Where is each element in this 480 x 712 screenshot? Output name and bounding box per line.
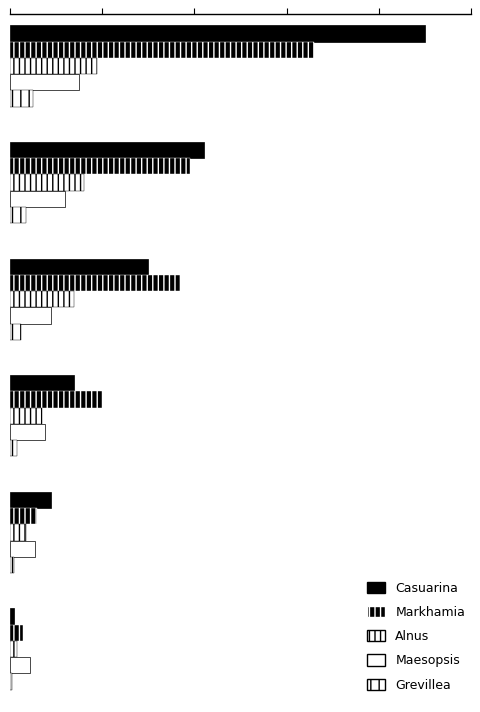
Bar bbox=[10, 557, 14, 573]
Bar bbox=[10, 492, 51, 508]
Bar bbox=[10, 275, 180, 291]
Bar bbox=[10, 174, 84, 191]
Bar bbox=[10, 258, 148, 275]
Bar bbox=[10, 392, 102, 408]
Bar bbox=[10, 26, 424, 41]
Bar bbox=[10, 323, 21, 340]
Bar bbox=[10, 674, 12, 690]
Bar bbox=[10, 158, 189, 174]
Bar bbox=[10, 424, 45, 440]
Bar bbox=[10, 142, 203, 158]
Bar bbox=[10, 191, 65, 207]
Bar bbox=[10, 408, 42, 424]
Bar bbox=[10, 657, 30, 674]
Bar bbox=[10, 440, 17, 456]
Bar bbox=[10, 624, 24, 641]
Legend: Casuarina, Markhamia, Alnus, Maesopsis, Grevillea: Casuarina, Markhamia, Alnus, Maesopsis, … bbox=[366, 582, 464, 691]
Bar bbox=[10, 74, 79, 90]
Bar bbox=[10, 58, 97, 74]
Bar bbox=[10, 308, 51, 323]
Bar bbox=[10, 41, 314, 58]
Bar bbox=[10, 641, 17, 657]
Bar bbox=[10, 90, 33, 107]
Bar bbox=[10, 524, 26, 540]
Bar bbox=[10, 508, 37, 524]
Bar bbox=[10, 540, 36, 557]
Bar bbox=[10, 609, 14, 624]
Bar bbox=[10, 291, 74, 308]
Bar bbox=[10, 207, 26, 223]
Bar bbox=[10, 375, 74, 392]
